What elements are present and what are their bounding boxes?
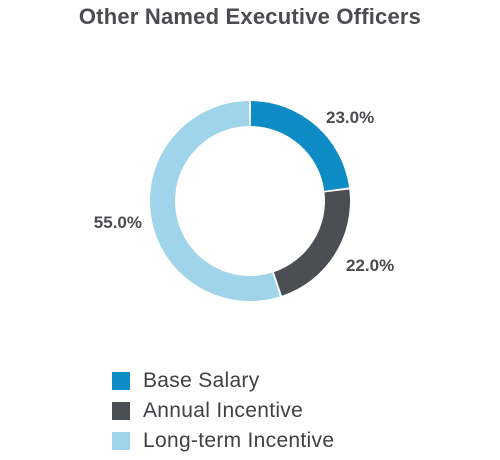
legend-label-base-salary: Base Salary <box>143 369 260 392</box>
data-label-annual-incentive: 22.0% <box>346 256 394 275</box>
data-label-long-term-incentive: 55.0% <box>94 213 142 232</box>
legend-swatch-annual-incentive <box>112 402 130 420</box>
legend-label-long-term-incentive: Long-term Incentive <box>143 429 335 452</box>
legend-item-annual-incentive: Annual Incentive <box>112 396 334 426</box>
donut-slice-base-salary <box>250 101 350 191</box>
legend-item-long-term-incentive: Long-term Incentive <box>112 426 334 456</box>
legend-swatch-long-term-incentive <box>112 432 130 450</box>
legend-swatch-base-salary <box>112 372 130 390</box>
donut-slice-annual-incentive <box>273 189 350 296</box>
data-label-base-salary: 23.0% <box>326 108 374 127</box>
legend-item-base-salary: Base Salary <box>112 366 334 396</box>
donut-slice-long-term-incentive <box>149 101 280 302</box>
chart-legend: Base Salary Annual Incentive Long-term I… <box>112 366 334 456</box>
chart-title: Other Named Executive Officers <box>78 4 422 29</box>
legend-label-annual-incentive: Annual Incentive <box>143 399 304 422</box>
